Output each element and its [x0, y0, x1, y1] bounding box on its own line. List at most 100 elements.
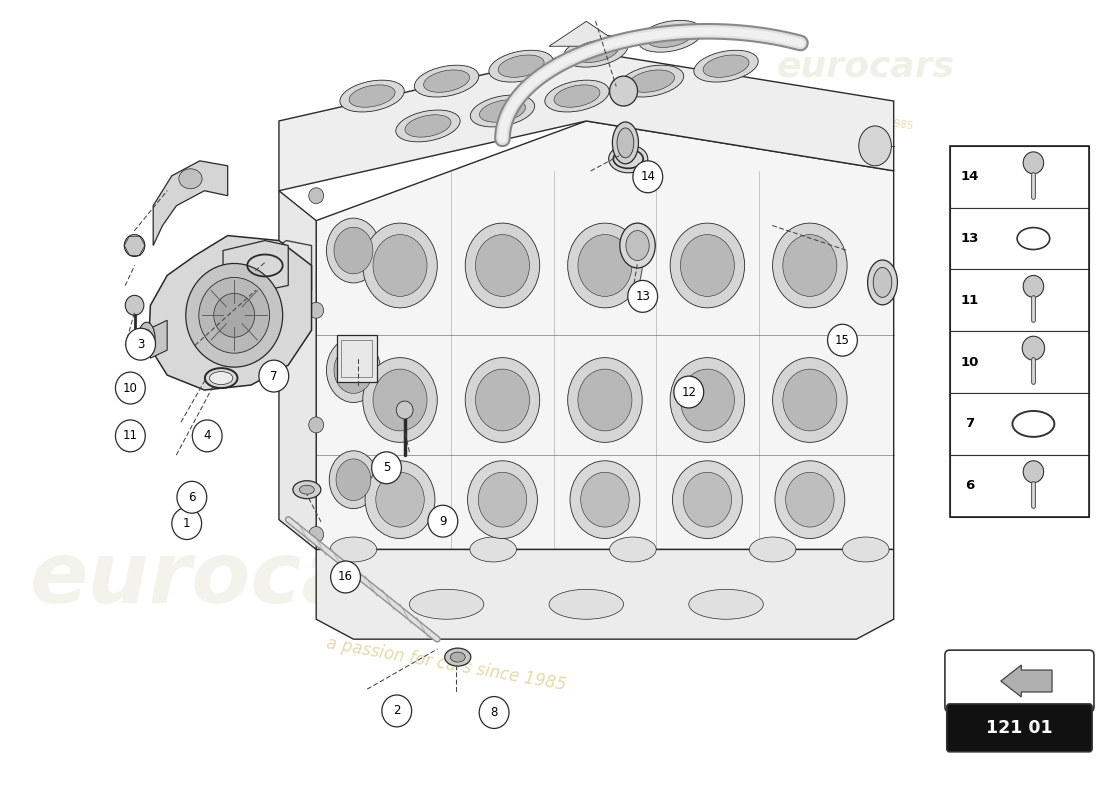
Text: 2: 2	[393, 705, 400, 718]
Ellipse shape	[471, 95, 535, 127]
Text: 10: 10	[123, 382, 138, 394]
Ellipse shape	[563, 35, 628, 67]
Ellipse shape	[396, 110, 460, 142]
Circle shape	[609, 76, 638, 106]
Ellipse shape	[568, 358, 642, 442]
Ellipse shape	[252, 258, 278, 273]
Text: 3: 3	[136, 338, 144, 350]
Ellipse shape	[772, 223, 847, 308]
Text: 9: 9	[439, 514, 447, 528]
Ellipse shape	[647, 25, 693, 47]
FancyBboxPatch shape	[949, 393, 1089, 455]
Circle shape	[1023, 461, 1044, 482]
Ellipse shape	[327, 218, 381, 283]
Circle shape	[213, 294, 255, 338]
Ellipse shape	[681, 234, 735, 296]
Circle shape	[309, 417, 323, 433]
Ellipse shape	[363, 223, 438, 308]
Ellipse shape	[125, 295, 144, 315]
Circle shape	[309, 302, 323, 318]
Ellipse shape	[873, 267, 892, 298]
Ellipse shape	[672, 461, 743, 538]
Circle shape	[372, 452, 402, 484]
Circle shape	[331, 561, 361, 593]
Ellipse shape	[498, 55, 544, 78]
Text: 14: 14	[961, 170, 979, 183]
Ellipse shape	[608, 145, 648, 173]
Text: 12: 12	[681, 386, 696, 398]
Polygon shape	[148, 235, 311, 390]
Ellipse shape	[142, 330, 152, 347]
Ellipse shape	[568, 223, 642, 308]
Ellipse shape	[681, 369, 735, 431]
Ellipse shape	[340, 80, 405, 112]
Text: 6: 6	[966, 479, 975, 492]
Circle shape	[116, 372, 145, 404]
FancyBboxPatch shape	[949, 270, 1089, 331]
Polygon shape	[153, 161, 228, 246]
Ellipse shape	[683, 472, 732, 527]
Text: 7: 7	[966, 418, 975, 430]
Text: 11: 11	[123, 430, 138, 442]
Ellipse shape	[628, 70, 674, 92]
Ellipse shape	[475, 234, 529, 296]
Ellipse shape	[617, 128, 634, 158]
Ellipse shape	[703, 55, 749, 78]
Circle shape	[827, 324, 857, 356]
Ellipse shape	[1022, 336, 1045, 360]
Polygon shape	[316, 121, 893, 550]
Text: 16: 16	[338, 570, 353, 583]
Ellipse shape	[334, 227, 373, 274]
Circle shape	[172, 508, 201, 539]
Ellipse shape	[327, 338, 381, 402]
Circle shape	[396, 401, 414, 419]
Ellipse shape	[124, 234, 145, 257]
Circle shape	[186, 263, 283, 367]
Circle shape	[125, 328, 155, 360]
Ellipse shape	[772, 358, 847, 442]
Circle shape	[428, 506, 458, 537]
Ellipse shape	[465, 223, 540, 308]
Ellipse shape	[363, 358, 438, 442]
Text: 1: 1	[183, 517, 190, 530]
Ellipse shape	[694, 50, 758, 82]
Ellipse shape	[336, 459, 371, 501]
Ellipse shape	[488, 50, 553, 82]
Ellipse shape	[349, 85, 395, 107]
FancyArrow shape	[1001, 665, 1052, 697]
Ellipse shape	[544, 80, 609, 112]
Ellipse shape	[619, 223, 656, 268]
Ellipse shape	[578, 369, 632, 431]
Ellipse shape	[373, 369, 427, 431]
Polygon shape	[151, 320, 167, 358]
Text: a passion for cars since 1985: a passion for cars since 1985	[326, 634, 568, 694]
Ellipse shape	[749, 537, 796, 562]
Ellipse shape	[785, 472, 834, 527]
Circle shape	[199, 278, 270, 353]
FancyBboxPatch shape	[947, 704, 1092, 752]
FancyBboxPatch shape	[949, 208, 1089, 270]
Ellipse shape	[299, 486, 315, 494]
Ellipse shape	[334, 346, 373, 394]
Ellipse shape	[581, 472, 629, 527]
Ellipse shape	[376, 472, 425, 527]
Text: 11: 11	[961, 294, 979, 307]
FancyBboxPatch shape	[949, 331, 1089, 393]
Text: a passion for cars since 1985: a passion for cars since 1985	[761, 101, 914, 131]
Text: 8: 8	[491, 706, 498, 719]
Polygon shape	[549, 22, 624, 46]
Text: 15: 15	[835, 334, 850, 346]
Circle shape	[116, 420, 145, 452]
Circle shape	[1023, 275, 1044, 298]
Ellipse shape	[613, 122, 638, 164]
Ellipse shape	[638, 20, 702, 52]
Polygon shape	[316, 550, 893, 639]
Ellipse shape	[478, 472, 527, 527]
Circle shape	[628, 281, 658, 312]
Text: 13: 13	[635, 290, 650, 303]
FancyBboxPatch shape	[945, 650, 1094, 712]
Circle shape	[177, 482, 207, 514]
Circle shape	[480, 697, 509, 729]
Text: 121 01: 121 01	[986, 719, 1053, 737]
Ellipse shape	[139, 322, 155, 354]
